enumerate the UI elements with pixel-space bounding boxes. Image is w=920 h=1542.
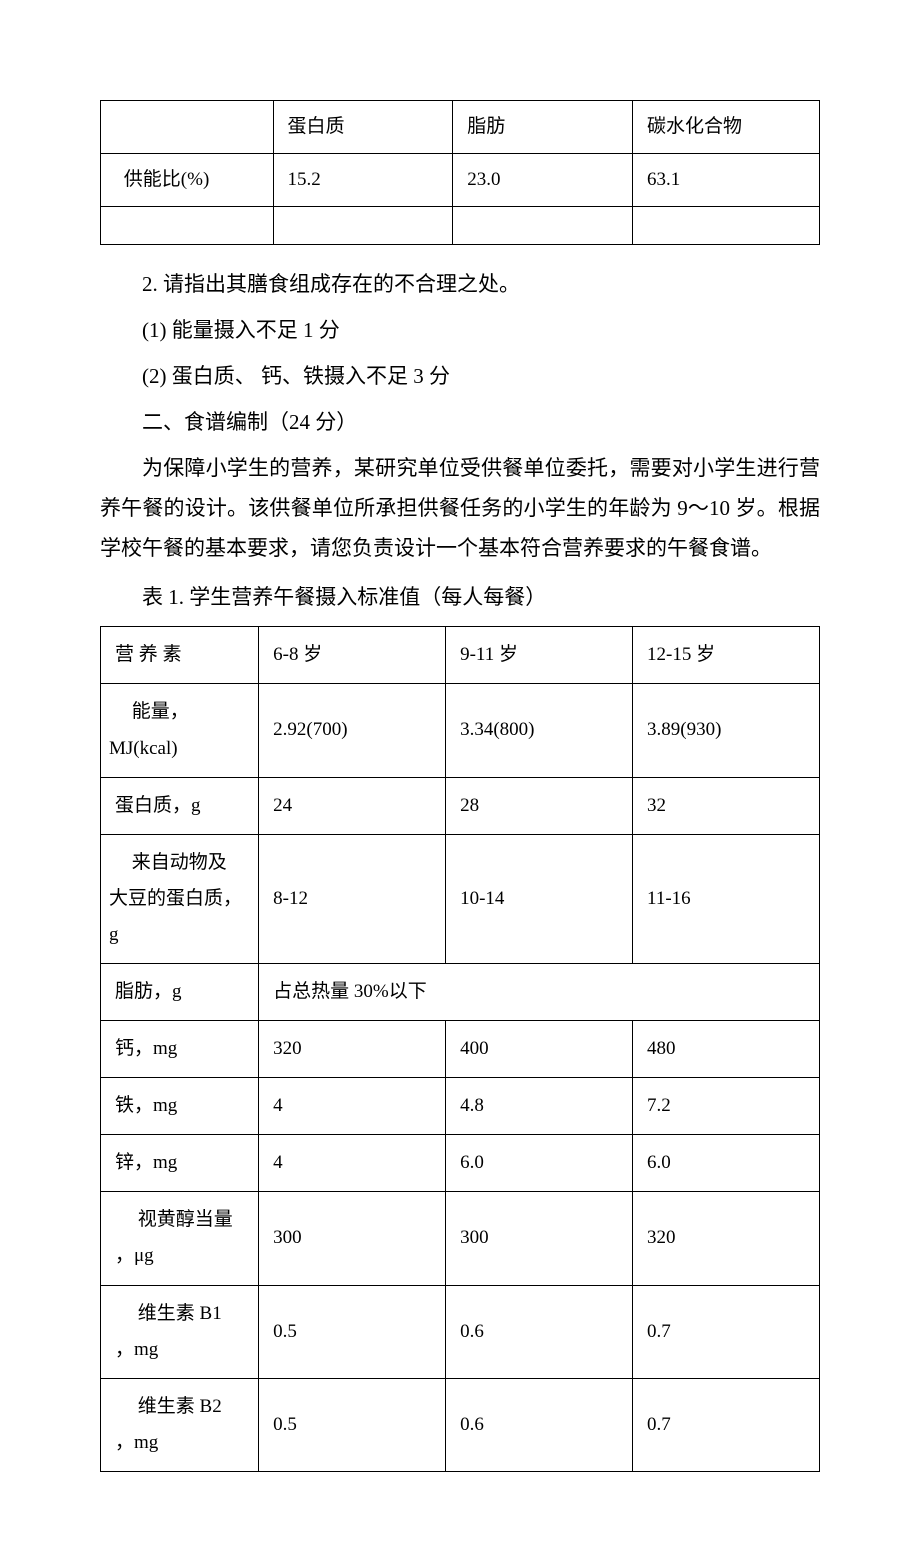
nutrient-value: 0.6: [446, 1285, 633, 1378]
table-empty-row: [101, 207, 820, 245]
nutrient-value: 28: [446, 777, 633, 834]
table-data-row: 供能比(%) 15.2 23.0 63.1: [101, 154, 820, 207]
table-row: 脂肪，g占总热量 30%以下: [101, 963, 820, 1020]
table-header-row: 蛋白质 脂肪 碳水化合物: [101, 101, 820, 154]
nutrient-label: 铁，mg: [101, 1078, 259, 1135]
nutrient-label: 能量，MJ(kcal): [101, 684, 259, 777]
nutrient-label: 钙，mg: [101, 1021, 259, 1078]
nutrient-value: 0.5: [259, 1285, 446, 1378]
table-row: 视黄醇当量，μg300300320: [101, 1192, 820, 1285]
nutrient-value: 8-12: [259, 834, 446, 963]
row-label: 供能比(%): [101, 154, 274, 207]
header-cell-fat: 脂肪: [453, 101, 633, 154]
nutrient-value: 320: [633, 1192, 820, 1285]
table-row: 锌，mg46.06.0: [101, 1135, 820, 1192]
nutrient-value: 6.0: [446, 1135, 633, 1192]
description-paragraph: 为保障小学生的营养，某研究单位受供餐单位委托，需要对小学生进行营养午餐的设计。该…: [100, 449, 820, 569]
nutrient-value: 7.2: [633, 1078, 820, 1135]
table-row: 能量，MJ(kcal)2.92(700)3.34(800)3.89(930): [101, 684, 820, 777]
empty-cell: [453, 207, 633, 245]
nutrient-label: 蛋白质，g: [101, 777, 259, 834]
header-age-6-8: 6-8 岁: [259, 627, 446, 684]
table-row: 维生素 B1，mg0.50.60.7: [101, 1285, 820, 1378]
table-row: 蛋白质，g242832: [101, 777, 820, 834]
nutrient-label: 维生素 B1，mg: [101, 1285, 259, 1378]
question-2: 2. 请指出其膳食组成存在的不合理之处。: [100, 265, 820, 305]
header-cell-protein: 蛋白质: [273, 101, 453, 154]
nutrient-value: 4.8: [446, 1078, 633, 1135]
nutrient-value: 0.5: [259, 1378, 446, 1471]
value-fat: 23.0: [453, 154, 633, 207]
value-protein: 15.2: [273, 154, 453, 207]
nutrient-value: 300: [446, 1192, 633, 1285]
header-age-12-15: 12-15 岁: [633, 627, 820, 684]
section-heading: 二、食谱编制（24 分）: [100, 403, 820, 443]
nutrient-value: 400: [446, 1021, 633, 1078]
answer-1: (1) 能量摄入不足 1 分: [100, 311, 820, 351]
nutrition-standard-table: 营 养 素 6-8 岁 9-11 岁 12-15 岁 能量，MJ(kcal)2.…: [100, 626, 820, 1472]
header-nutrient: 营 养 素: [101, 627, 259, 684]
nutrient-value: 4: [259, 1135, 446, 1192]
merged-value: 占总热量 30%以下: [259, 963, 820, 1020]
value-carb: 63.1: [633, 154, 820, 207]
empty-cell: [273, 207, 453, 245]
table-title: 表 1. 学生营养午餐摄入标准值（每人每餐）: [100, 578, 820, 618]
header-cell-empty: [101, 101, 274, 154]
nutrient-value: 10-14: [446, 834, 633, 963]
energy-ratio-table: 蛋白质 脂肪 碳水化合物 供能比(%) 15.2 23.0 63.1: [100, 100, 820, 245]
nutrient-label: 视黄醇当量，μg: [101, 1192, 259, 1285]
nutrient-value: 11-16: [633, 834, 820, 963]
nutrient-value: 0.6: [446, 1378, 633, 1471]
nutrient-label: 锌，mg: [101, 1135, 259, 1192]
nutrient-value: 24: [259, 777, 446, 834]
nutrient-value: 3.89(930): [633, 684, 820, 777]
nutrient-value: 0.7: [633, 1285, 820, 1378]
header-age-9-11: 9-11 岁: [446, 627, 633, 684]
empty-cell: [101, 207, 274, 245]
nutrient-label: 来自动物及大豆的蛋白质，g: [101, 834, 259, 963]
table-row: 钙，mg320400480: [101, 1021, 820, 1078]
table-header-row: 营 养 素 6-8 岁 9-11 岁 12-15 岁: [101, 627, 820, 684]
nutrient-value: 4: [259, 1078, 446, 1135]
table-row: 维生素 B2，mg0.50.60.7: [101, 1378, 820, 1471]
nutrient-value: 480: [633, 1021, 820, 1078]
nutrient-value: 3.34(800): [446, 684, 633, 777]
nutrient-label: 维生素 B2，mg: [101, 1378, 259, 1471]
table-row: 来自动物及大豆的蛋白质，g8-1210-1411-16: [101, 834, 820, 963]
table-row: 铁，mg44.87.2: [101, 1078, 820, 1135]
empty-cell: [633, 207, 820, 245]
nutrient-label: 脂肪，g: [101, 963, 259, 1020]
nutrient-value: 320: [259, 1021, 446, 1078]
nutrient-value: 2.92(700): [259, 684, 446, 777]
answer-2: (2) 蛋白质、 钙、铁摄入不足 3 分: [100, 357, 820, 397]
header-cell-carb: 碳水化合物: [633, 101, 820, 154]
nutrient-value: 32: [633, 777, 820, 834]
nutrient-value: 0.7: [633, 1378, 820, 1471]
nutrient-value: 6.0: [633, 1135, 820, 1192]
nutrient-value: 300: [259, 1192, 446, 1285]
